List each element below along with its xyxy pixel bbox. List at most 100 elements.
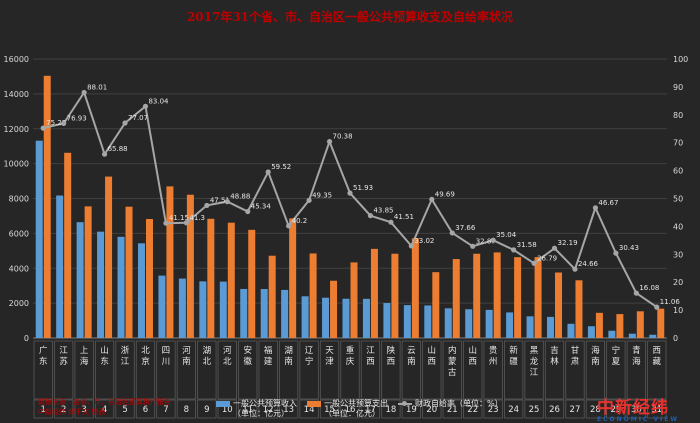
legend-swatch-income bbox=[216, 401, 230, 407]
rate-data-label: 41.3 bbox=[189, 214, 205, 222]
rate-point bbox=[245, 208, 251, 215]
category-number-cell bbox=[340, 399, 360, 419]
bar-expense bbox=[330, 280, 338, 338]
rate-data-label: 49.35 bbox=[312, 191, 332, 199]
bar-expense bbox=[595, 312, 603, 338]
bar-expense bbox=[473, 253, 481, 338]
category-number-label: 31 bbox=[651, 405, 662, 415]
bar-expense bbox=[350, 262, 358, 338]
category-cell bbox=[238, 340, 258, 400]
province-label: 南 bbox=[407, 356, 416, 367]
province-label: 古 bbox=[448, 367, 457, 378]
rate-point bbox=[204, 202, 210, 209]
province-label: 西 bbox=[387, 357, 396, 367]
y-right-tick-label: 50 bbox=[673, 195, 683, 204]
legend-unit-expense: （单位：亿元） bbox=[324, 409, 380, 418]
category-cell bbox=[135, 340, 156, 400]
y-right-tick-label: 40 bbox=[673, 222, 683, 231]
bar-income bbox=[240, 288, 248, 338]
y-left-tick-label: 10000 bbox=[4, 160, 29, 169]
category-cell bbox=[463, 340, 483, 400]
province-label: 内 bbox=[448, 345, 457, 356]
category-number-cell bbox=[503, 399, 524, 419]
y-left-tick-label: 2000 bbox=[9, 299, 29, 308]
category-cell bbox=[442, 340, 462, 400]
rate-data-label: 30.43 bbox=[619, 244, 639, 252]
province-label: 川 bbox=[162, 357, 171, 367]
province-label: 肃 bbox=[571, 356, 580, 367]
bar-expense bbox=[166, 186, 174, 338]
rate-data-label: 83.04 bbox=[148, 97, 169, 105]
province-label: 黑 bbox=[530, 346, 539, 356]
province-label: 安 bbox=[243, 345, 252, 356]
category-number-label: 24 bbox=[508, 405, 519, 415]
province-label: 京 bbox=[141, 356, 150, 367]
category-number-label: 1 bbox=[41, 405, 46, 415]
province-label: 西 bbox=[468, 357, 477, 367]
bar-income bbox=[424, 305, 432, 338]
category-cell bbox=[626, 340, 646, 400]
bar-income bbox=[117, 236, 125, 338]
category-cell bbox=[74, 340, 94, 400]
category-cell bbox=[33, 340, 53, 400]
province-label: 福 bbox=[264, 345, 273, 356]
y-right-tick-label: 90 bbox=[673, 83, 683, 92]
province-label: 河 bbox=[223, 345, 232, 356]
category-number-cell bbox=[544, 399, 565, 419]
category-number-cell bbox=[135, 399, 156, 419]
category-cell bbox=[422, 340, 442, 400]
bar-income bbox=[178, 278, 186, 338]
rate-point bbox=[429, 196, 435, 202]
category-cell bbox=[381, 340, 401, 400]
rate-data-label: 11.06 bbox=[660, 298, 681, 306]
category-number-label: 10 bbox=[222, 405, 233, 415]
category-number-label: 12 bbox=[263, 405, 274, 415]
bar-expense bbox=[575, 280, 583, 338]
category-number-label: 22 bbox=[467, 405, 478, 415]
legend-label-rate: 财政自给率（单位：%） bbox=[415, 399, 503, 408]
category-number-label: 20 bbox=[426, 405, 437, 415]
bar-expense bbox=[432, 272, 440, 338]
category-number-label: 5 bbox=[122, 405, 127, 415]
bar-expense bbox=[657, 308, 665, 338]
legend-item-rate: 财政自给率（单位：%） bbox=[398, 399, 503, 419]
bar-expense bbox=[411, 238, 419, 338]
rate-point bbox=[224, 199, 230, 205]
province-label: 江 bbox=[59, 346, 68, 356]
province-label: 天 bbox=[325, 346, 334, 356]
category-cell bbox=[115, 340, 135, 400]
bar-income bbox=[485, 309, 493, 338]
bar-income bbox=[383, 303, 391, 338]
category-number-cell bbox=[115, 399, 135, 419]
rate-point bbox=[183, 220, 189, 226]
bar-income bbox=[403, 305, 411, 338]
rate-data-label: 16.08 bbox=[639, 284, 659, 292]
rate-point bbox=[613, 250, 619, 256]
category-number-cell bbox=[422, 399, 442, 419]
rate-data-label: 51.93 bbox=[353, 184, 373, 192]
rate-point bbox=[449, 230, 455, 236]
province-label: 上 bbox=[80, 346, 89, 356]
brand-logo: 中新经纬 ECONOMIC VIEW bbox=[597, 393, 679, 423]
bar-income bbox=[301, 296, 309, 338]
source-line-1: 数据来源：各省、市、自治区预算执行报告 bbox=[38, 398, 171, 406]
category-cell bbox=[319, 340, 340, 400]
bar-income bbox=[362, 298, 370, 338]
bar-income bbox=[137, 243, 145, 338]
chart-title: 2017年31个省、市、自治区一般公共预算收支及自给率状况 bbox=[186, 10, 514, 24]
y-left-tick-label: 6000 bbox=[9, 229, 29, 238]
province-label: 蒙 bbox=[448, 356, 457, 367]
category-number-cell bbox=[176, 399, 197, 419]
bar-expense bbox=[616, 314, 624, 338]
category-number-label: 30 bbox=[631, 405, 642, 415]
province-label: 浙 bbox=[121, 345, 130, 356]
category-cell bbox=[176, 340, 197, 400]
bar-expense bbox=[145, 219, 153, 338]
bar-expense bbox=[43, 75, 51, 339]
bar-income bbox=[260, 289, 268, 338]
category-number-label: 2 bbox=[61, 405, 66, 415]
category-number-label: 18 bbox=[385, 405, 396, 415]
province-label: 山 bbox=[428, 345, 437, 356]
category-cell bbox=[565, 340, 585, 400]
province-label: 东 bbox=[100, 356, 109, 367]
